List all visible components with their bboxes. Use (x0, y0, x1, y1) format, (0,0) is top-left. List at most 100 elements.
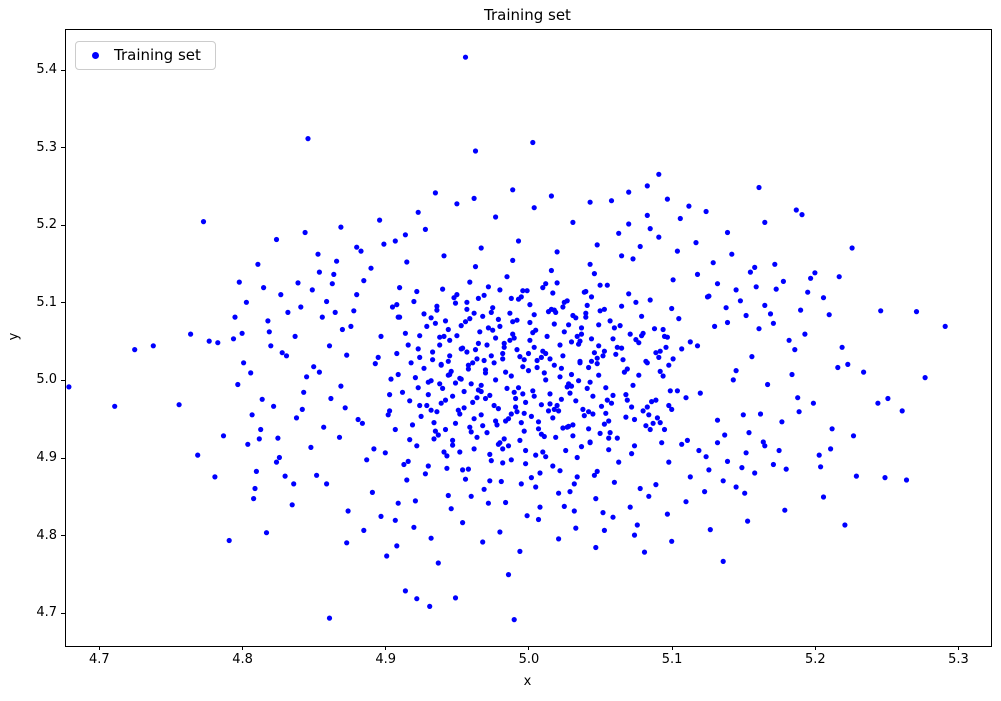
data-point (481, 357, 487, 364)
data-point (584, 302, 590, 308)
data-point (471, 416, 477, 422)
data-point (646, 412, 652, 418)
data-point (607, 318, 613, 324)
data-point (285, 309, 291, 315)
data-point (633, 337, 639, 343)
data-point (417, 333, 423, 339)
data-point (633, 299, 639, 305)
data-point (631, 416, 638, 423)
data-point (573, 398, 579, 404)
data-point (567, 489, 573, 495)
data-point (570, 219, 576, 225)
data-point (397, 285, 403, 291)
data-point (614, 344, 620, 350)
data-point (601, 306, 608, 312)
data-point (616, 230, 622, 236)
data-point (679, 441, 685, 447)
data-point (361, 278, 367, 284)
data-point (845, 361, 851, 367)
data-point (408, 360, 414, 366)
data-point (442, 397, 449, 403)
data-point (504, 385, 510, 391)
data-point (275, 435, 281, 441)
data-point (623, 414, 629, 420)
data-point (745, 518, 751, 524)
data-point (441, 449, 447, 455)
x-tick-label: 5.1 (661, 652, 683, 667)
data-point (752, 264, 758, 270)
x-tick-mark (385, 646, 387, 650)
data-point (561, 503, 567, 509)
data-point (596, 322, 602, 328)
data-point (276, 454, 282, 461)
data-point (507, 337, 513, 343)
data-point (596, 372, 602, 378)
data-point (344, 352, 350, 358)
data-point (666, 459, 672, 465)
data-point (468, 381, 474, 387)
data-point (703, 208, 709, 215)
data-point (600, 353, 606, 359)
data-point (786, 337, 792, 343)
data-point (666, 362, 672, 368)
data-point (566, 322, 572, 328)
data-point (670, 277, 676, 283)
data-point (212, 474, 218, 480)
data-point (434, 307, 440, 313)
data-point (405, 458, 411, 464)
data-point (808, 275, 814, 281)
data-point (232, 314, 238, 320)
data-point (578, 444, 585, 450)
data-point (457, 449, 463, 455)
data-point (576, 378, 582, 384)
data-point (942, 323, 948, 329)
data-point (458, 376, 464, 382)
data-point (687, 339, 693, 345)
data-point (554, 249, 560, 255)
x-tick-label: 5.3 (948, 652, 969, 667)
data-point (573, 525, 579, 531)
data-point (601, 527, 608, 533)
data-point (471, 310, 477, 316)
data-point (444, 465, 450, 471)
y-tick-mark (61, 302, 65, 304)
data-point (619, 253, 625, 259)
data-point (747, 269, 754, 275)
data-point (537, 470, 543, 476)
data-point (818, 464, 824, 470)
data-point (653, 482, 659, 488)
plot-area: Training set (65, 29, 992, 647)
data-point (664, 334, 671, 340)
data-point (452, 300, 459, 306)
legend: Training set (75, 41, 216, 70)
data-point (477, 329, 483, 335)
data-point (639, 313, 645, 319)
data-point (606, 435, 612, 441)
data-point (583, 288, 589, 295)
data-point (631, 443, 638, 449)
data-point (206, 338, 212, 344)
data-point (331, 271, 337, 277)
data-point (521, 428, 527, 434)
data-point (271, 403, 277, 409)
data-point (656, 234, 662, 240)
data-point (629, 404, 635, 410)
data-point (470, 360, 476, 366)
data-point (381, 241, 387, 247)
data-point (468, 493, 474, 499)
data-point (432, 428, 438, 434)
data-point (480, 423, 486, 429)
x-tick-mark (528, 646, 530, 650)
data-point (603, 410, 609, 416)
data-point (696, 447, 702, 454)
data-point (550, 415, 556, 421)
data-point (518, 420, 524, 426)
data-point (422, 471, 428, 477)
data-point (660, 373, 666, 379)
data-point (501, 436, 507, 442)
data-point (586, 409, 592, 415)
data-point (66, 384, 72, 390)
data-point (664, 196, 671, 202)
data-point (899, 408, 905, 414)
y-tick-label: 4.7 (36, 605, 57, 621)
